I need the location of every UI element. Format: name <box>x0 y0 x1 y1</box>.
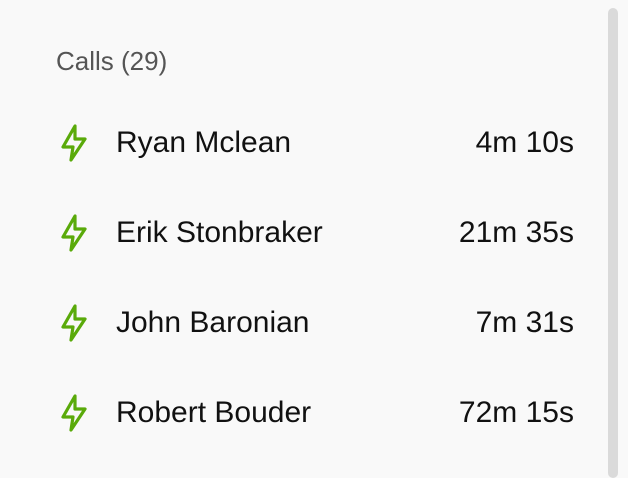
call-duration: 7m 31s <box>475 306 574 339</box>
scrollbar[interactable] <box>608 8 618 478</box>
call-duration: 4m 10s <box>475 126 574 159</box>
caller-name: Ryan Mclean <box>116 126 292 159</box>
call-duration: 21m 35s <box>458 216 574 249</box>
caller-name: John Baronian <box>116 306 310 339</box>
lightning-icon <box>61 304 87 342</box>
call-row[interactable]: Erik Stonbraker 21m 35s <box>0 203 574 263</box>
lightning-icon <box>61 124 87 162</box>
call-duration: 72m 15s <box>458 396 574 429</box>
lightning-icon <box>61 214 87 252</box>
caller-name: Erik Stonbraker <box>116 216 323 249</box>
calls-header: Calls (29) <box>56 46 168 76</box>
call-row[interactable]: Robert Bouder 72m 15s <box>0 383 574 443</box>
lightning-icon <box>61 394 87 432</box>
caller-name: Robert Bouder <box>116 396 312 429</box>
call-row[interactable]: John Baronian 7m 31s <box>0 293 574 353</box>
call-row[interactable]: Ryan Mclean 4m 10s <box>0 113 574 173</box>
